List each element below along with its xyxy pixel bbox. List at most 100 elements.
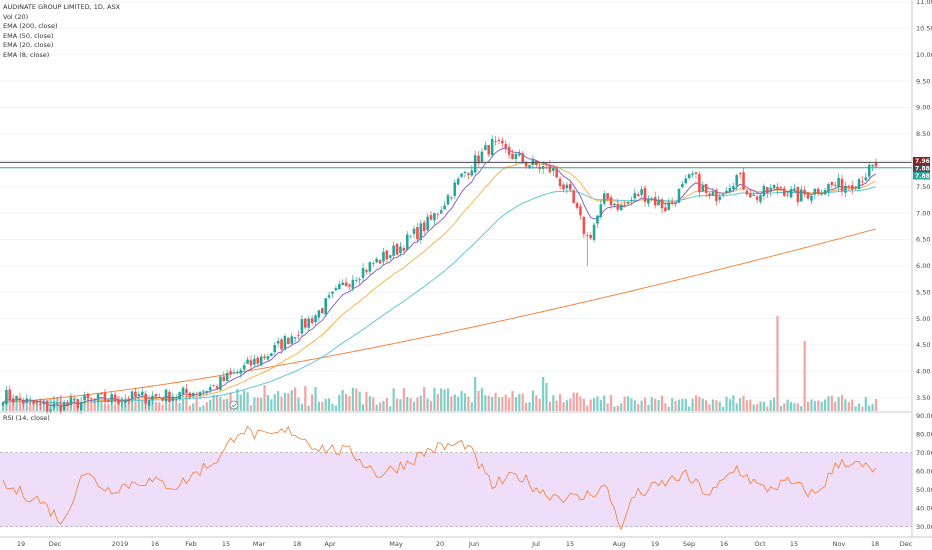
ema20-line[interactable]: [2, 162, 877, 405]
candle-body[interactable]: [11, 398, 15, 403]
candle-body[interactable]: [321, 308, 324, 314]
candle-body[interactable]: [562, 184, 565, 190]
candle-body[interactable]: [871, 164, 874, 167]
candle-body[interactable]: [592, 224, 596, 240]
candle-body[interactable]: [545, 164, 548, 166]
candle-body[interactable]: [256, 357, 260, 364]
candle-body[interactable]: [266, 356, 270, 360]
candle-body[interactable]: [616, 203, 620, 210]
candle-body[interactable]: [409, 235, 412, 237]
candle-body[interactable]: [664, 207, 667, 212]
candle-body[interactable]: [650, 198, 654, 200]
candle-body[interactable]: [405, 234, 409, 250]
candle-body[interactable]: [861, 181, 864, 183]
candle-body[interactable]: [799, 189, 803, 202]
candle-body[interactable]: [426, 216, 429, 231]
candle-body[interactable]: [555, 168, 558, 178]
candle-body[interactable]: [280, 339, 283, 350]
candle-body[interactable]: [599, 204, 603, 218]
candle-body[interactable]: [793, 188, 796, 190]
candle-body[interactable]: [857, 179, 861, 190]
candle-body[interactable]: [198, 392, 202, 397]
candle-body[interactable]: [446, 195, 450, 205]
candle-body[interactable]: [246, 359, 249, 364]
candle-body[interactable]: [337, 284, 341, 290]
candle-body[interactable]: [772, 185, 776, 189]
candle-body[interactable]: [205, 391, 209, 393]
candle-body[interactable]: [456, 178, 460, 185]
candle-body[interactable]: [117, 399, 120, 404]
candle-body[interactable]: [395, 243, 399, 255]
candle-body[interactable]: [742, 172, 745, 190]
candle-body[interactable]: [701, 186, 705, 192]
candle-body[interactable]: [290, 336, 294, 344]
candle-body[interactable]: [484, 145, 487, 151]
candle-body[interactable]: [134, 391, 137, 397]
candle-body[interactable]: [470, 170, 474, 176]
candle-body[interactable]: [219, 376, 222, 390]
candle-body[interactable]: [259, 356, 263, 366]
candle-body[interactable]: [732, 186, 735, 190]
candle-body[interactable]: [480, 151, 484, 163]
candle-body[interactable]: [300, 319, 304, 334]
candle-body[interactable]: [317, 310, 321, 318]
candle-body[interactable]: [83, 395, 86, 401]
candle-body[interactable]: [334, 287, 338, 290]
candle-body[interactable]: [759, 195, 762, 202]
candle-body[interactable]: [191, 393, 195, 397]
candle-body[interactable]: [653, 197, 657, 206]
candle-body[interactable]: [844, 185, 847, 193]
candle-body[interactable]: [698, 174, 701, 193]
candle-body[interactable]: [874, 162, 878, 167]
candle-body[interactable]: [867, 164, 871, 177]
candle-body[interactable]: [837, 177, 840, 188]
candle-body[interactable]: [609, 197, 613, 206]
candle-body[interactable]: [694, 172, 698, 174]
candle-body[interactable]: [725, 190, 728, 193]
candle-body[interactable]: [171, 397, 175, 401]
candle-body[interactable]: [514, 153, 518, 159]
rsi-series-line[interactable]: [2, 425, 877, 531]
candle-body[interactable]: [215, 386, 219, 389]
candle-body[interactable]: [15, 395, 18, 401]
candle-body[interactable]: [711, 191, 715, 196]
candle-body[interactable]: [691, 173, 694, 175]
candle-body[interactable]: [439, 210, 443, 214]
candle-body[interactable]: [840, 178, 844, 192]
candlesticks[interactable]: [1, 135, 878, 415]
candle-body[interactable]: [854, 187, 857, 189]
candle-body[interactable]: [297, 335, 300, 337]
candle-body[interactable]: [460, 173, 463, 177]
candle-body[interactable]: [749, 193, 752, 198]
candle-body[interactable]: [721, 194, 725, 196]
candle-body[interactable]: [718, 196, 722, 200]
candle-body[interactable]: [830, 182, 834, 186]
candle-body[interactable]: [450, 197, 453, 199]
candle-body[interactable]: [490, 138, 494, 156]
candle-body[interactable]: [368, 262, 372, 272]
candle-body[interactable]: [796, 186, 800, 203]
candle-body[interactable]: [93, 399, 97, 400]
candle-body[interactable]: [558, 178, 562, 187]
candle-body[interactable]: [76, 399, 80, 409]
candle-body[interactable]: [157, 396, 161, 398]
candle-body[interactable]: [579, 206, 582, 216]
candle-body[interactable]: [263, 356, 266, 359]
candle-body[interactable]: [660, 199, 664, 209]
candle-body[interactable]: [174, 397, 178, 399]
candle-body[interactable]: [708, 193, 711, 196]
candle-body[interactable]: [769, 187, 772, 192]
candle-body[interactable]: [239, 370, 243, 374]
candle-body[interactable]: [422, 222, 426, 232]
candle-body[interactable]: [375, 258, 378, 263]
legend-ema200[interactable]: EMA (200, close): [3, 22, 58, 31]
candle-body[interactable]: [358, 279, 361, 281]
candle-body[interactable]: [467, 173, 470, 176]
candle-body[interactable]: [501, 140, 504, 144]
candle-body[interactable]: [776, 186, 779, 190]
candle-body[interactable]: [25, 398, 29, 403]
candle-body[interactable]: [270, 353, 273, 357]
candle-body[interactable]: [810, 195, 813, 201]
candle-body[interactable]: [137, 394, 141, 397]
candle-body[interactable]: [341, 282, 344, 285]
